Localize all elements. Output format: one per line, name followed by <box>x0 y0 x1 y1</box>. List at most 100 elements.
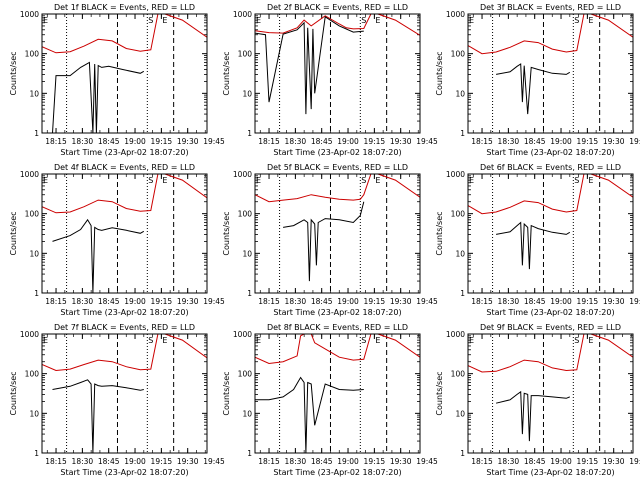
x-tick-label: 18:30 <box>285 137 307 146</box>
x-tick-label: 19:00 <box>337 297 359 306</box>
x-tick-label: 19:15 <box>151 137 173 146</box>
plot-area <box>255 334 420 453</box>
events-series-line <box>52 218 145 293</box>
chart-title: Det 6f BLACK = Events, RED = LLD <box>480 163 621 172</box>
chart-panel: Det 7f BLACK = Events, RED = LLD Start Ti… <box>9 323 225 477</box>
x-tick-label: 18:30 <box>285 297 307 306</box>
y-tick-label: 100 <box>451 370 466 379</box>
events-series-line <box>496 63 571 115</box>
event-marker-label: E <box>43 176 48 185</box>
x-tick-label: 19:00 <box>124 457 146 466</box>
y-tick-label: 1 <box>460 449 465 458</box>
x-tick-label: 18:15 <box>45 297 67 306</box>
plot-area <box>255 14 420 115</box>
event-marker-label: E <box>43 16 48 25</box>
y-axis-label: Counts/sec <box>9 211 18 255</box>
y-tick-label: 10 <box>242 249 252 258</box>
y-tick-label: 100 <box>25 50 40 59</box>
x-tick-label: 19:45 <box>416 297 438 306</box>
event-marker-label: E <box>588 336 593 345</box>
events-series-line <box>283 201 365 282</box>
event-marker-label: S <box>148 16 153 25</box>
event-marker-label: E <box>588 16 593 25</box>
y-tick-label: 10 <box>29 89 39 98</box>
event-marker-label: S <box>574 176 579 185</box>
x-tick-label: 18:30 <box>498 457 520 466</box>
y-tick-label: 1 <box>34 289 39 298</box>
event-marker-label: E <box>256 336 261 345</box>
x-tick-label: 18:15 <box>471 457 493 466</box>
event-marker-label: E <box>256 176 261 185</box>
x-axis-label: Start Time (23-Apr-02 18:07:20) <box>273 308 401 317</box>
y-tick-label: 100 <box>238 370 253 379</box>
plot-area <box>42 174 207 293</box>
x-tick-label: 18:15 <box>45 137 67 146</box>
y-tick-label: 10 <box>29 409 39 418</box>
x-tick-label: 19:30 <box>603 137 625 146</box>
x-tick-label: 18:15 <box>45 457 67 466</box>
chart-title: Det 2f BLACK = Events, RED = LLD <box>267 3 408 12</box>
y-tick-label: 1000 <box>233 170 252 179</box>
events-series-line <box>496 221 571 270</box>
chart-title: Det 4f BLACK = Events, RED = LLD <box>54 163 195 172</box>
y-axis-label: Counts/sec <box>435 211 444 255</box>
x-tick-label: 19:45 <box>203 297 225 306</box>
y-tick-label: 1000 <box>20 170 39 179</box>
x-axis-label: Start Time (23-Apr-02 18:07:20) <box>60 148 188 157</box>
x-tick-label: 18:45 <box>524 457 546 466</box>
lld-series-line <box>255 334 420 365</box>
x-axis-label: Start Time (23-Apr-02 18:07:20) <box>486 148 614 157</box>
y-tick-label: 1 <box>34 449 39 458</box>
y-axis-label: Counts/sec <box>435 51 444 95</box>
x-tick-label: 18:45 <box>311 297 333 306</box>
event-marker-label: E <box>43 336 48 345</box>
x-tick-label: 19:30 <box>603 457 625 466</box>
x-tick-label: 19:15 <box>364 297 386 306</box>
chart-title: Det 3f BLACK = Events, RED = LLD <box>480 3 621 12</box>
y-tick-label: 1000 <box>446 330 465 339</box>
event-marker-label: E <box>162 336 167 345</box>
plot-frame <box>254 333 421 454</box>
x-tick-label: 19:45 <box>416 137 438 146</box>
chart-title: Det 7f BLACK = Events, RED = LLD <box>54 323 195 332</box>
x-tick-label: 18:15 <box>258 137 280 146</box>
x-tick-label: 19:45 <box>629 297 640 306</box>
plot-area <box>42 334 207 453</box>
y-tick-label: 100 <box>25 210 40 219</box>
x-tick-label: 19:15 <box>577 457 599 466</box>
x-tick-label: 19:15 <box>364 137 386 146</box>
y-tick-label: 100 <box>25 370 40 379</box>
y-axis-label: Counts/sec <box>222 51 231 95</box>
chart-panel: Det 8f BLACK = Events, RED = LLD Start Ti… <box>222 323 438 477</box>
x-tick-label: 19:45 <box>629 457 640 466</box>
event-marker-label: E <box>469 16 474 25</box>
y-tick-label: 1000 <box>446 170 465 179</box>
y-axis-label: Counts/sec <box>222 211 231 255</box>
event-marker-label: E <box>162 176 167 185</box>
lld-series-line <box>468 334 633 373</box>
x-tick-label: 18:45 <box>524 297 546 306</box>
lld-series-line <box>255 14 420 36</box>
chart-panel: Det 5f BLACK = Events, RED = LLD Start Ti… <box>222 163 438 317</box>
y-tick-label: 10 <box>455 249 465 258</box>
x-tick-label: 19:30 <box>177 137 199 146</box>
chart-title: Det 8f BLACK = Events, RED = LLD <box>267 323 408 332</box>
x-axis-label: Start Time (23-Apr-02 18:07:20) <box>486 468 614 477</box>
chart-panel: Det 2f BLACK = Events, RED = LLD Start Ti… <box>222 3 438 157</box>
event-marker-label: S <box>574 336 579 345</box>
y-tick-label: 100 <box>238 50 253 59</box>
x-tick-label: 19:45 <box>203 457 225 466</box>
lld-series-line <box>42 14 207 54</box>
lld-series-line <box>468 174 633 215</box>
y-tick-label: 10 <box>242 89 252 98</box>
lld-series-line <box>42 174 207 214</box>
x-tick-label: 19:15 <box>577 297 599 306</box>
y-axis-label: Counts/sec <box>9 51 18 95</box>
events-series-line <box>255 15 364 115</box>
x-tick-label: 19:00 <box>337 137 359 146</box>
plot-area <box>468 174 633 270</box>
chart-title: Det 1f BLACK = Events, RED = LLD <box>54 3 195 12</box>
x-tick-label: 19:00 <box>550 457 572 466</box>
events-series-line <box>495 390 570 442</box>
chart-panel: Det 6f BLACK = Events, RED = LLD Start Ti… <box>435 163 640 317</box>
